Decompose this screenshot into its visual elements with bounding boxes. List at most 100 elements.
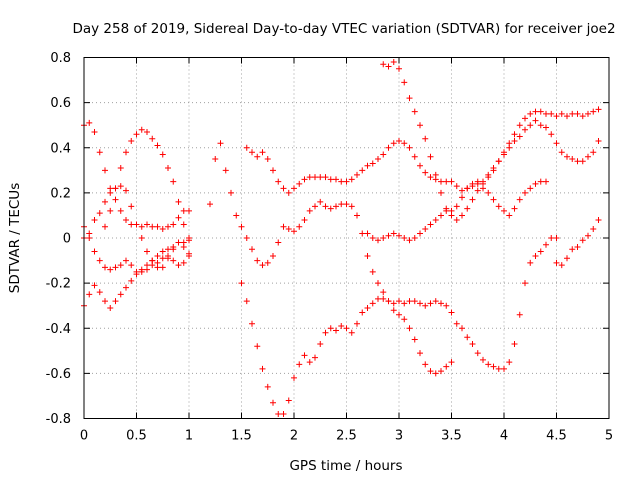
data-point [180,259,187,266]
data-point [537,108,544,115]
data-point [312,354,318,361]
data-point [138,235,145,241]
data-point [553,140,560,147]
data-point [448,178,455,185]
data-point [175,198,182,205]
data-point [186,253,192,260]
data-point [144,128,150,135]
data-point [96,289,103,296]
data-point [128,137,135,144]
data-point [422,135,429,142]
data-point [180,221,187,228]
data-point [443,207,450,214]
data-point [380,151,387,158]
data-point [537,248,544,255]
data-point [495,158,502,165]
data-point [422,302,429,309]
data-point [459,212,465,219]
data-point [285,189,292,196]
data-point [490,363,497,370]
data-point [411,108,418,115]
data-point [159,151,166,158]
data-point [165,165,171,172]
data-point [422,169,429,176]
data-point [501,207,507,214]
data-point [585,153,591,160]
data-point [254,153,261,160]
data-point [511,131,518,138]
data-point [385,298,392,305]
data-point [364,304,371,311]
data-point [312,174,318,181]
data-point [112,185,119,192]
series-track-9 [380,59,602,223]
data-point [364,162,371,169]
data-point [138,223,145,230]
data-point [102,167,108,174]
data-point [96,257,103,264]
data-point [527,259,534,266]
data-point [317,341,324,348]
y-tick-label: -0.4 [46,322,71,337]
data-point [459,194,465,201]
data-point [86,119,93,126]
data-point [401,140,408,147]
data-point [259,262,266,269]
data-point [448,359,455,366]
data-point [459,325,465,332]
data-point [338,178,345,185]
data-point [553,113,560,120]
data-point [296,223,303,230]
axis-ticks [83,57,610,419]
data-point [259,149,266,156]
data-point [459,187,465,194]
data-point [548,131,555,138]
data-point [186,207,192,214]
data-point [128,277,135,284]
data-point [396,65,402,72]
data-point [123,187,129,194]
x-tick-label: 1.5 [231,429,252,444]
data-point [343,178,350,185]
data-point [327,205,334,212]
data-point [343,325,350,332]
data-point [543,110,549,117]
data-point [149,257,156,264]
data-point [485,189,492,196]
data-point [249,320,255,327]
series-track-4 [81,237,192,311]
y-tick-label: 0.2 [50,186,71,201]
data-point [427,221,434,228]
data-point [432,370,439,377]
data-point [107,266,114,273]
data-point [396,137,402,144]
data-point [117,183,124,190]
data-point [543,178,549,185]
data-point [411,298,418,305]
data-point [180,207,187,214]
data-point [406,237,413,244]
data-point [280,185,287,192]
data-point [175,262,182,269]
chart-title: Day 258 of 2019, Sidereal Day-to-day VTE… [72,21,615,37]
data-point [170,221,177,228]
data-point [249,246,255,253]
data-point [380,289,387,296]
data-point [453,183,460,190]
data-point [333,176,339,183]
data-point [144,248,150,255]
data-point [380,61,387,68]
data-point [306,207,313,214]
series-track-2 [81,183,192,271]
data-point [333,327,339,334]
data-point [516,311,523,318]
data-point [548,235,555,241]
data-point [490,196,497,203]
data-point [306,359,313,366]
data-point [558,262,565,269]
data-point [532,108,539,115]
data-point [107,304,114,311]
data-point [159,225,166,232]
data-point [448,207,455,214]
data-point [495,365,502,372]
